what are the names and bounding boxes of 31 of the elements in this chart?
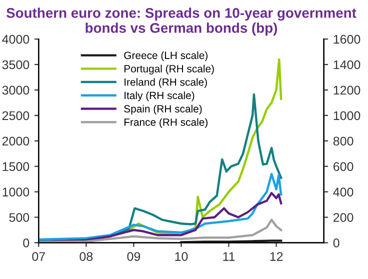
x-tick-label: 08: [80, 252, 93, 261]
legend-label: Italy (RH scale): [124, 91, 194, 102]
legend-label: Ireland (RH scale): [124, 78, 207, 88]
chart-title: Southern euro zone: Spreads on 10-year government bonds vs German bonds (bp): [6, 8, 356, 36]
y-tick-label: 3000: [2, 86, 30, 95]
y2-tick-label: 800: [333, 136, 354, 146]
y2-tick-label: 400: [333, 188, 354, 196]
legend-label: France (RH scale): [124, 118, 208, 128]
y2-tick-label: 200: [333, 213, 354, 222]
legend-label: Spain (RH scale): [124, 104, 202, 115]
y2-tick-label: 1600: [334, 34, 360, 44]
legend-label: Portugal (RH scale): [124, 64, 214, 74]
y-tick-label: 2000: [2, 136, 30, 146]
y2-tick-label: 1200: [334, 86, 360, 95]
y2-tick-label: 0: [333, 238, 340, 248]
x-tick-label: 12: [270, 252, 283, 261]
y-tick-label: 2500: [2, 111, 30, 120]
legend-label: Greece (LH scale): [124, 51, 208, 62]
x-tick-label: 11: [223, 252, 235, 261]
y-tick-label: 1000: [2, 188, 30, 196]
y-tick-label: 3500: [2, 60, 30, 70]
y2-tick-label: 1400: [334, 60, 360, 70]
y2-tick-label: 600: [334, 162, 354, 172]
y-tick-label: 1500: [2, 162, 30, 172]
y-tick-label: 0: [23, 238, 30, 248]
y-tick-label: 500: [9, 213, 30, 222]
y2-tick-label: 1000: [334, 111, 360, 120]
x-tick-label: 10: [175, 252, 188, 261]
x-tick-label: 09: [127, 252, 140, 261]
y-tick-label: 4000: [2, 34, 30, 44]
x-tick-label: 07: [32, 252, 45, 261]
